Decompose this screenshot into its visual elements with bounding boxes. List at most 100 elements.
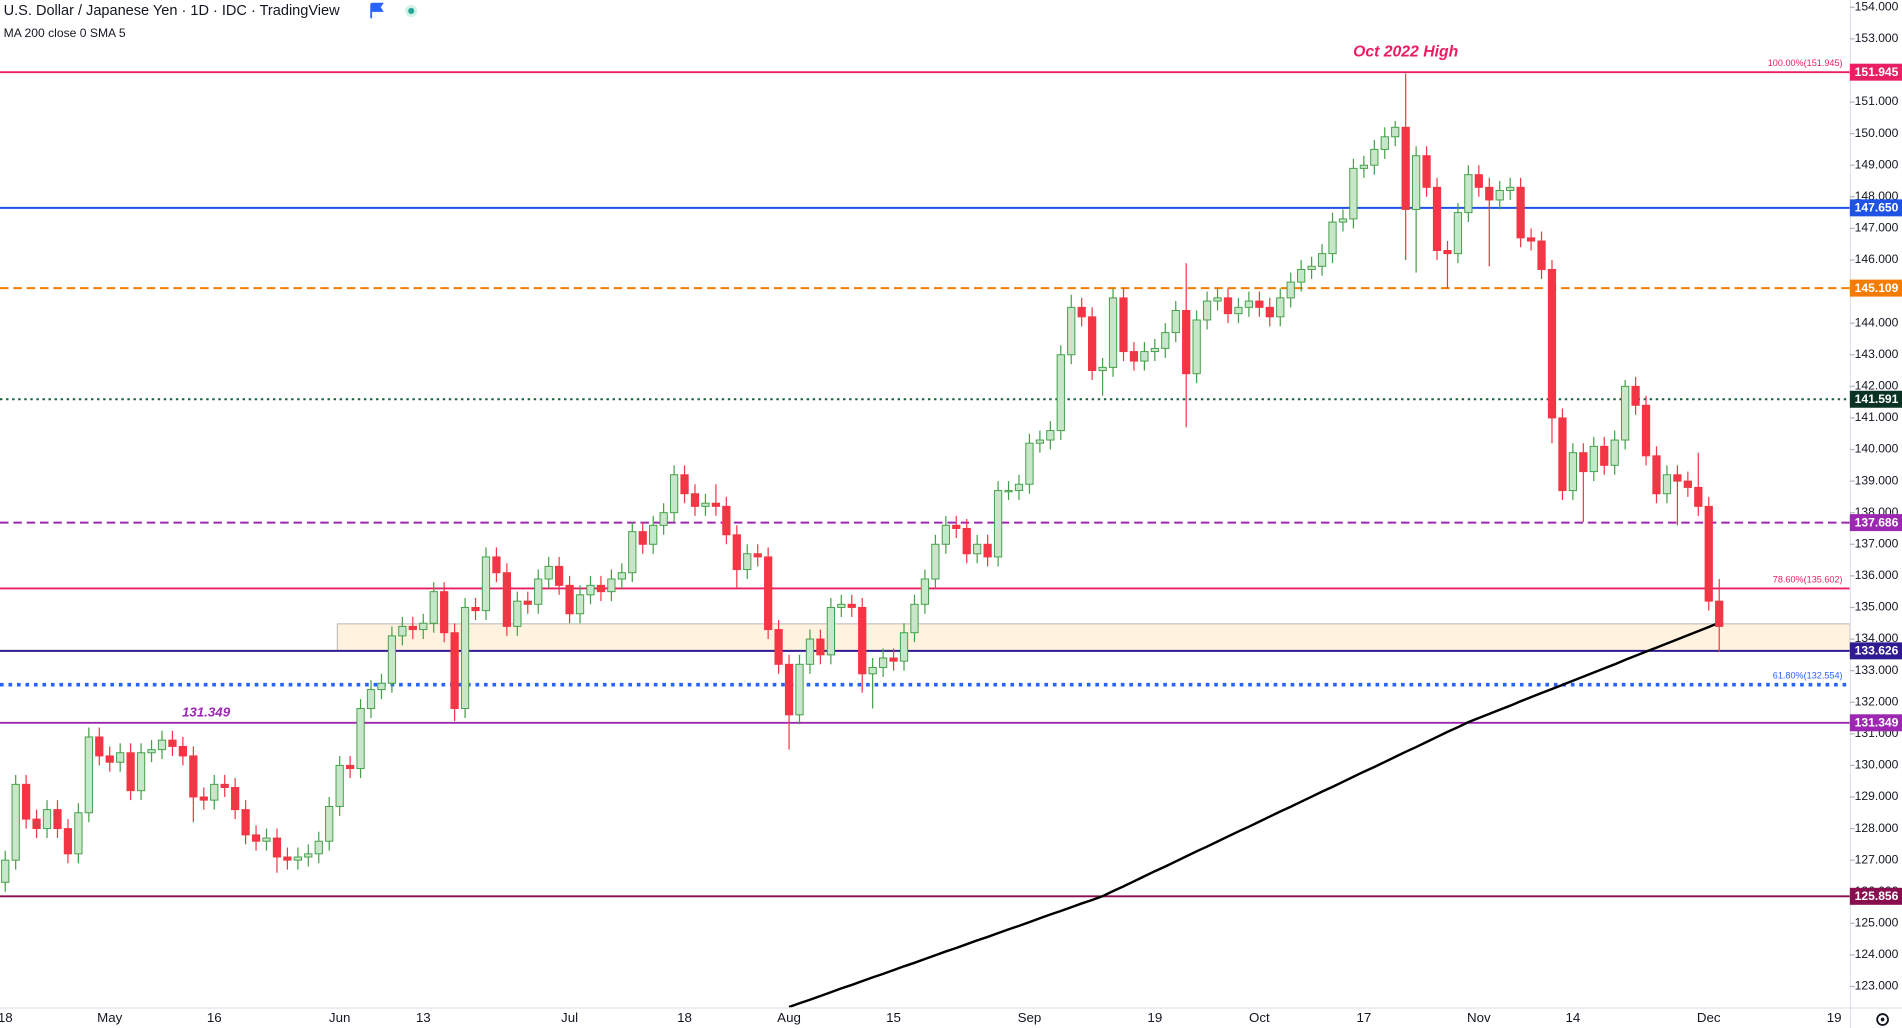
candle-body (722, 505, 731, 536)
candle-body (847, 603, 856, 608)
candle-body (377, 682, 386, 691)
candle-body (878, 657, 888, 668)
y-tick-label: 132.000 (1855, 694, 1899, 708)
candle-body (1192, 319, 1201, 375)
candle-body (983, 543, 992, 558)
candle-body (1610, 439, 1619, 466)
candle-body (251, 834, 261, 842)
flag-icon (370, 2, 384, 19)
x-tick-label: 19 (1827, 1010, 1842, 1025)
price-badge (1849, 390, 1902, 408)
ma-line (788, 621, 1720, 1008)
candle-body (366, 689, 376, 710)
y-tick-label: 136.000 (1855, 568, 1899, 582)
candle-body (1244, 300, 1254, 308)
candle-body (805, 638, 815, 665)
y-tick-label: 153.000 (1855, 31, 1899, 45)
y-tick-label: 143.000 (1855, 347, 1899, 361)
candle-body (440, 591, 449, 634)
candle-body (1453, 212, 1463, 255)
candle-body (178, 745, 188, 757)
candle-body (74, 812, 83, 855)
x-tick-label: May (97, 1010, 123, 1025)
x-tick-label: Sep (1018, 1010, 1042, 1025)
candle-body (1286, 281, 1295, 299)
candle-body (345, 764, 355, 770)
y-tick-label: 147.000 (1855, 221, 1899, 235)
candle-body (534, 578, 543, 605)
price-badge (1849, 642, 1902, 660)
price-badge-label: 141.591 (1855, 392, 1899, 406)
y-tick-label: 127.000 (1855, 852, 1899, 866)
candle-body (157, 739, 167, 751)
candle-body (42, 809, 52, 830)
y-tick-label: 135.000 (1855, 600, 1899, 614)
candle-body (962, 527, 971, 555)
candle-body (1673, 474, 1682, 482)
candle-body (481, 556, 491, 612)
y-tick-label: 134.000 (1855, 631, 1899, 645)
candle-body (387, 635, 397, 684)
x-tick-label: 16 (207, 1010, 222, 1025)
candle-body (795, 663, 804, 716)
candle-body (1171, 310, 1180, 334)
status-dot (408, 7, 415, 14)
candle-body (1715, 600, 1724, 627)
candle-body (690, 493, 700, 507)
fib-label: 100.00%(151.945) (1768, 58, 1843, 68)
price-badge-label: 147.650 (1855, 201, 1899, 215)
y-tick-label: 150.000 (1855, 126, 1899, 140)
candle-body (22, 783, 31, 820)
x-tick-label: Jul (561, 1010, 578, 1025)
candle-body (283, 856, 292, 861)
price-badge-label: 137.686 (1855, 515, 1899, 529)
x-tick-label: 18 (0, 1010, 13, 1025)
x-tick-label: Nov (1467, 1010, 1491, 1025)
candle-body (1370, 148, 1379, 166)
candle-body (1067, 306, 1076, 356)
candle-body (701, 502, 710, 507)
settings-icon[interactable] (1876, 1013, 1889, 1026)
y-tick-label: 124.000 (1855, 947, 1899, 961)
candle-body (63, 828, 73, 855)
candle-body (429, 591, 438, 624)
candle-body (1464, 174, 1473, 214)
candle-body (1558, 417, 1567, 492)
candle-body (753, 553, 762, 558)
candle-body (596, 584, 606, 593)
candle-body (931, 543, 940, 580)
candle-body (1046, 430, 1055, 441)
x-tick-label: 14 (1565, 1010, 1580, 1025)
candle-body (617, 572, 626, 580)
candle-body (272, 837, 282, 858)
candle-body (1234, 306, 1243, 315)
candle-body (1297, 268, 1306, 283)
candle-body (1140, 351, 1149, 362)
candle-body (1443, 250, 1452, 255)
price-badge-label: 125.856 (1855, 889, 1899, 903)
candle-body (565, 584, 574, 615)
candle-body (168, 739, 177, 747)
candle-body (1255, 300, 1264, 308)
fib-label: 78.60%(135.602) (1773, 574, 1843, 584)
candle-body (711, 502, 721, 507)
candle-body (764, 556, 773, 631)
candle-body (837, 603, 846, 608)
candle-body (544, 565, 553, 580)
candle-body (84, 736, 93, 814)
candle-body (1662, 474, 1672, 495)
candle-body (1683, 480, 1692, 488)
candle-body (1495, 189, 1504, 201)
x-tick-label: 17 (1356, 1010, 1371, 1025)
candle-body (1600, 445, 1609, 466)
candle-body (1432, 186, 1442, 251)
price-badge-label: 145.109 (1855, 281, 1899, 295)
candle-body (1004, 490, 1013, 493)
candle-body (231, 787, 240, 811)
candle-body (11, 783, 20, 861)
candle-body (1056, 354, 1065, 432)
candle-body (1641, 404, 1651, 457)
candle-body (126, 752, 135, 792)
